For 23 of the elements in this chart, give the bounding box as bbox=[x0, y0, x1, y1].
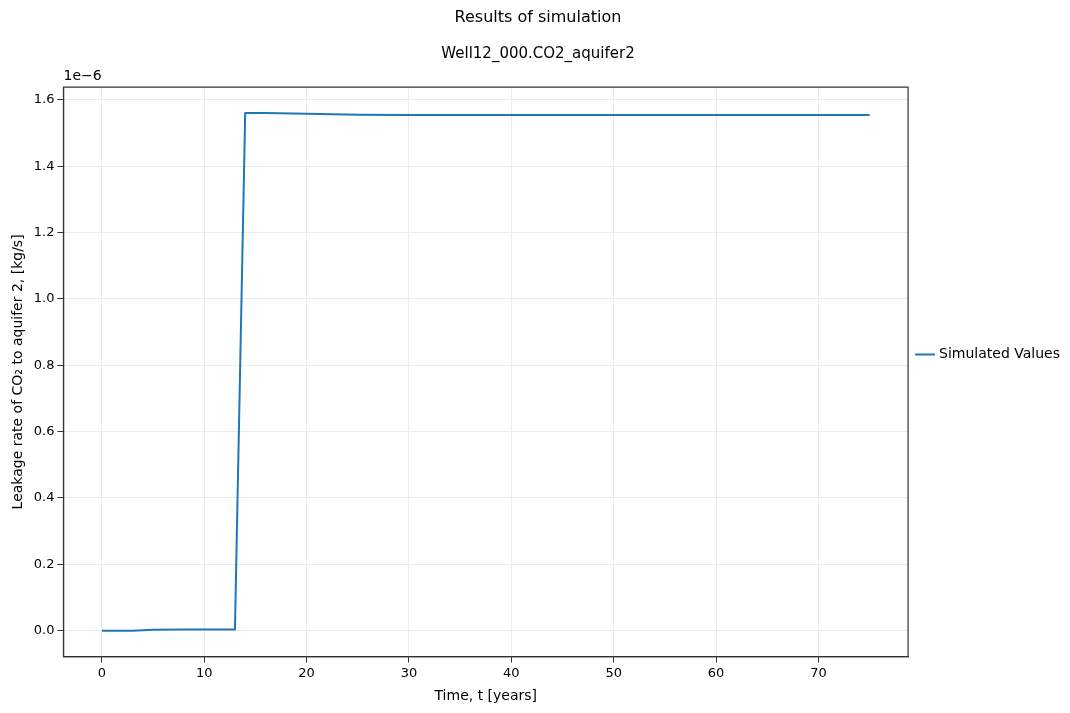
y-tick-label: 1.2 bbox=[33, 223, 55, 239]
chart-title: Results of simulation bbox=[454, 6, 622, 26]
y-axis-title: Leakage rate of CO₂ to aquifer 2, [kg/s] bbox=[9, 234, 26, 510]
y-tick-label: 0.2 bbox=[33, 555, 55, 571]
y-tick-label: 0.0 bbox=[33, 622, 55, 638]
y-tick-label: 1.4 bbox=[33, 157, 55, 173]
x-tick-label: 20 bbox=[298, 664, 315, 680]
x-axis-title: Time, t [years] bbox=[433, 687, 538, 704]
x-tick-label: 40 bbox=[503, 664, 520, 680]
chart-subtitle: Well12_000.CO2_aquifer2 bbox=[441, 44, 635, 64]
legend-label: Simulated Values bbox=[939, 345, 1060, 362]
x-tick-label: 30 bbox=[400, 664, 418, 680]
y-tick-label: 1.6 bbox=[33, 91, 55, 107]
x-tick-label: 60 bbox=[707, 664, 725, 680]
x-tick-label: 70 bbox=[810, 664, 827, 680]
x-tick-label: 10 bbox=[195, 664, 213, 680]
y-tick-label: 0.4 bbox=[33, 489, 55, 505]
x-tick-label: 0 bbox=[97, 664, 107, 680]
y-tick-label: 0.8 bbox=[33, 356, 55, 372]
y-tick-label: 0.6 bbox=[33, 423, 55, 438]
text: 1e−6 bbox=[63, 66, 102, 83]
x-tick-label: 50 bbox=[605, 664, 623, 680]
y-tick-label: 1.0 bbox=[33, 290, 55, 306]
